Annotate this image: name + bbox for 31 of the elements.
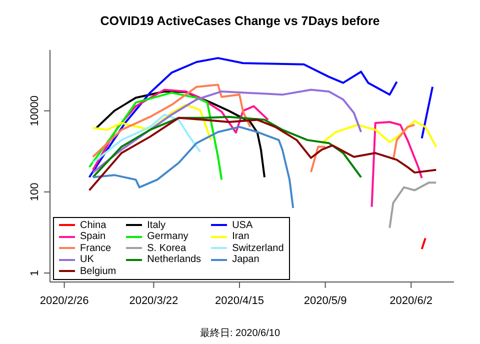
legend-label: Japan (231, 254, 260, 266)
legend-label: Iran (231, 231, 250, 242)
legend-label: Netherlands (146, 254, 202, 266)
x-tick-label: 2020/6/2 (390, 295, 433, 307)
line-series (92, 88, 362, 174)
text: 最終日: 2020/6/10 (198, 327, 282, 340)
legend-label: UK (79, 254, 95, 266)
legend-label: China (79, 220, 108, 231)
line-series (88, 116, 438, 192)
legend-label: Belgium (79, 266, 116, 277)
line-series (92, 116, 362, 178)
line-series (92, 126, 294, 210)
legend-label: Spain (79, 231, 107, 242)
legend-label: USA (231, 220, 254, 231)
y-tick-label: 1 (29, 270, 41, 276)
line-series (95, 90, 266, 178)
legend-label: Switzerland (231, 242, 284, 254)
y-tick-label: 10000 (29, 96, 41, 126)
line-series (88, 92, 223, 181)
x-tick-label: 2020/2/26 (40, 295, 89, 307)
legend-label: France (79, 242, 112, 254)
legend-label: S. Korea (146, 242, 188, 254)
legend-label: Italy (146, 220, 166, 231)
x-tick-label: 2020/4/15 (215, 295, 264, 307)
chart-title: COVID19 ActiveCases Change vs 7Days before (99, 14, 381, 28)
y-tick-label: 100 (29, 182, 41, 202)
line-series (388, 182, 438, 229)
x-tick-label: 2020/3/22 (129, 295, 178, 307)
line-series (92, 114, 202, 164)
x-tick-label: 2020/5/9 (304, 295, 347, 307)
legend-label: Germany (146, 231, 190, 242)
